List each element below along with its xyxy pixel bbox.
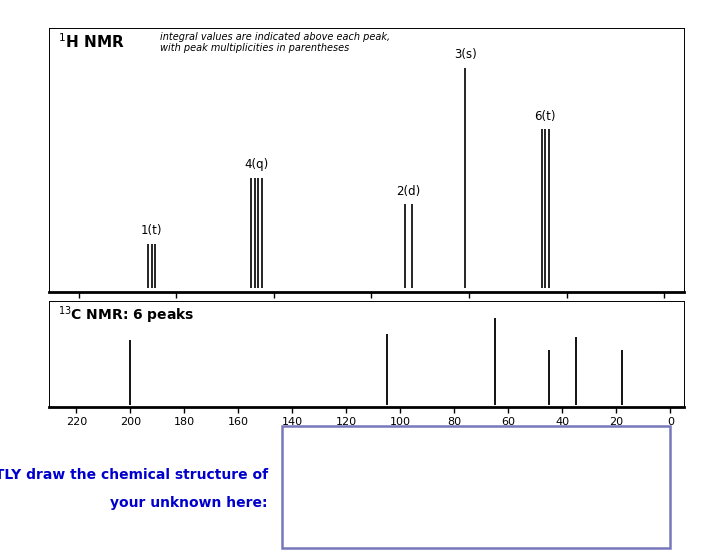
- Text: 6(t): 6(t): [534, 110, 556, 123]
- X-axis label: PPM: PPM: [354, 319, 379, 331]
- Text: $^{13}$C NMR: 6 peaks: $^{13}$C NMR: 6 peaks: [58, 304, 194, 325]
- Text: 3(s): 3(s): [454, 48, 477, 61]
- Text: integral values are indicated above each peak,
with peak multiplicities in paren: integral values are indicated above each…: [161, 32, 391, 53]
- Text: your unknown here:: your unknown here:: [111, 496, 268, 510]
- Text: NEATLY draw the chemical structure of: NEATLY draw the chemical structure of: [0, 468, 268, 482]
- FancyBboxPatch shape: [282, 426, 670, 549]
- Text: 1(t): 1(t): [141, 224, 163, 237]
- Text: 2(d): 2(d): [396, 184, 421, 198]
- Text: 4(q): 4(q): [244, 158, 269, 171]
- X-axis label: PPM: PPM: [354, 430, 379, 443]
- Text: $^{1}$H NMR: $^{1}$H NMR: [58, 32, 124, 51]
